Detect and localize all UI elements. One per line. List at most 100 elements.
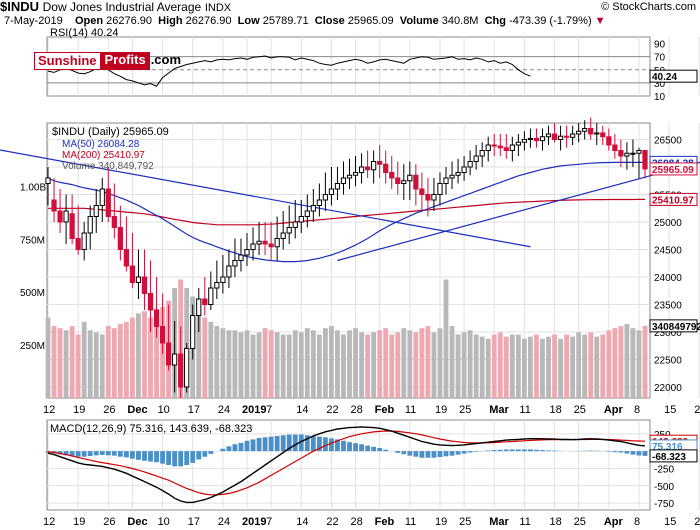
macd-histogram-bar [316, 436, 322, 452]
volume-bar [81, 321, 87, 398]
x-tick-label: 8 [634, 516, 640, 528]
open-value: 26276.90 [106, 15, 153, 27]
volume-bar [316, 334, 322, 398]
candle [117, 205, 123, 261]
brand: © StockCharts.com [601, 1, 696, 13]
trend-line [0, 149, 531, 248]
candle [479, 142, 485, 167]
candle [238, 238, 244, 272]
volume-bar [353, 328, 358, 398]
rsi-tick-label: 70 [654, 53, 666, 64]
macd-histogram-bar [81, 451, 87, 457]
candle-body [105, 188, 111, 217]
volume-bar [431, 332, 437, 398]
candle-body [123, 249, 130, 267]
macd-histogram-bar [335, 439, 340, 452]
volume-bar [130, 317, 135, 398]
candle [69, 194, 75, 244]
candle-body [485, 144, 491, 151]
candle-body [479, 150, 485, 157]
candle [364, 150, 371, 178]
candle [545, 125, 552, 145]
candle-body [334, 183, 341, 190]
x-tick-label: 10 [158, 404, 170, 416]
volume-bar [298, 332, 304, 398]
candle-body [527, 137, 534, 140]
volume-bar [401, 328, 407, 398]
x-tick-label: 14 [296, 516, 308, 528]
candle-body [455, 172, 461, 176]
volume-bar [419, 328, 425, 398]
candle-body [165, 342, 172, 366]
macd-value-tag-label: -68.323 [652, 452, 686, 463]
candle-body [437, 183, 443, 195]
macd-histogram-bar [461, 451, 467, 454]
candle-body [268, 243, 274, 248]
high-value: 26276.90 [185, 15, 232, 27]
macd-histogram-bar [353, 443, 358, 452]
x-tick-label: 15 [664, 404, 676, 416]
rsi-value-tag-box [649, 69, 698, 83]
macd-histogram-bar [190, 451, 196, 463]
macd-histogram-bar [552, 450, 557, 452]
volume-bar [521, 338, 527, 398]
volume-bar [546, 336, 551, 398]
candle-body [431, 194, 437, 201]
ma200-legend: MA(200) 25410.97 [62, 150, 145, 161]
candle-body [87, 216, 93, 234]
volume-value: 340.8M [441, 15, 479, 27]
candle [292, 200, 298, 239]
candle-body [600, 132, 606, 138]
macd-histogram-bar [226, 446, 232, 452]
macd-histogram-bar [148, 451, 153, 462]
candle-body [310, 205, 316, 212]
candle-body [292, 221, 298, 228]
macd-histogram-bar [528, 449, 533, 452]
price-legend: $INDU (Daily) 25965.09 [52, 126, 169, 138]
candle [159, 293, 166, 354]
quote-date: 7-May-2019 [4, 15, 63, 27]
macd-histogram-bar [142, 451, 147, 461]
macd-histogram-bar [395, 451, 401, 453]
volume-bar [485, 338, 491, 398]
volume-bar [226, 330, 232, 398]
macd-histogram-bar [250, 439, 256, 452]
price-tick-label: 24000 [654, 273, 682, 284]
volume-bar [624, 323, 630, 398]
candle [491, 134, 497, 156]
volume-bar [552, 334, 557, 398]
candle [371, 150, 377, 184]
macd-histogram-bar [238, 442, 244, 452]
x-tick-label: Dec [127, 404, 147, 416]
candle-body [178, 353, 184, 388]
x-tick-label: Mar [489, 404, 509, 416]
volume-bar [558, 338, 563, 398]
macd-histogram-bar [630, 451, 636, 455]
candle-body [467, 161, 473, 168]
candle [612, 134, 618, 159]
macd-histogram-bar [515, 449, 521, 452]
price-tick-label: 22000 [654, 383, 682, 394]
chg-down-arrow-icon: ▼ [594, 15, 606, 27]
candle [642, 150, 648, 179]
candle-body [425, 194, 431, 201]
candle [250, 227, 256, 261]
x-tick-label: 28 [351, 516, 363, 528]
x-tick-label: 11 [405, 516, 416, 528]
rsi-legend: RSI(14) 40.24 [50, 27, 118, 39]
volume-bar [335, 330, 340, 398]
price-tag-close-label: 25965.09 [652, 165, 694, 176]
volume-bar [123, 321, 129, 398]
candle [232, 238, 238, 277]
volume-bar [377, 330, 383, 398]
x-tick-label: 25 [574, 516, 586, 528]
volume-bar [407, 330, 413, 398]
candle-body [449, 174, 455, 179]
candle [539, 128, 546, 151]
close-value: 25965.09 [347, 15, 394, 27]
x-tick-label: 2019 [242, 516, 266, 528]
price-tick-label: 23500 [654, 301, 682, 312]
candle [123, 216, 130, 272]
candle-body [533, 137, 540, 142]
macd-histogram-bar [341, 440, 346, 452]
